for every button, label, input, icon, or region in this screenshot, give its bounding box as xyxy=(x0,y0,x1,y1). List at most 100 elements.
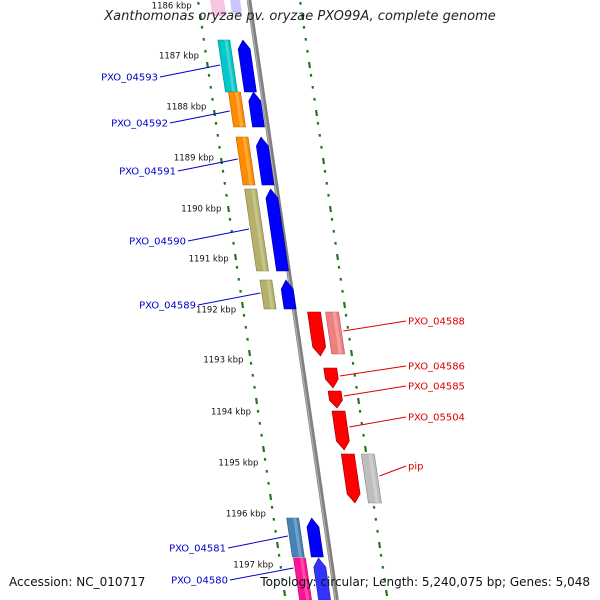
forward-gene-label: PXO_04580 xyxy=(171,567,294,587)
reverse-gene-arrow xyxy=(331,410,350,451)
kbp-label: 1190 kbp xyxy=(181,205,221,215)
gene-label: PXO_04592 xyxy=(111,119,168,130)
forward-gene-arrow xyxy=(313,557,331,600)
leader-line xyxy=(229,567,294,581)
kbp-scale: 1186 kbp 1187 kbp 1188 kbp 1189 kbp 1190 kbp… xyxy=(152,2,274,571)
gene-label: PXO_04585 xyxy=(408,382,465,393)
cog-category-box-shine xyxy=(293,518,302,557)
partial-gene-top xyxy=(210,0,227,16)
tick-mark xyxy=(283,589,287,597)
partial-gene-top xyxy=(230,0,242,16)
kbp-label: 1187 kbp xyxy=(159,52,199,62)
tick-mark xyxy=(212,109,217,117)
forward-gene-arrow xyxy=(237,39,257,93)
tick-mark xyxy=(321,157,326,165)
tick-mark xyxy=(248,349,252,357)
gene-label: PXO_05504 xyxy=(408,413,465,424)
cog-category-box xyxy=(244,188,269,272)
kbp-label: 1197 kbp xyxy=(233,561,273,571)
leader-line xyxy=(339,365,407,377)
gene-label: PXO_04590 xyxy=(129,237,186,248)
tick-mark xyxy=(300,13,305,21)
leader-line xyxy=(187,228,250,242)
tick-mark xyxy=(269,493,273,501)
leader-line xyxy=(343,385,407,397)
tick-mark xyxy=(226,205,231,213)
tick-mark xyxy=(219,157,224,165)
tick-mark xyxy=(343,301,347,309)
tick-mark xyxy=(314,109,319,117)
forward-gene-arrow xyxy=(280,279,297,310)
cog-category-box xyxy=(228,91,246,128)
left-tick-track xyxy=(197,1,287,597)
tick-mark xyxy=(350,349,354,357)
kbp-label: 1188 kbp xyxy=(166,103,206,113)
tick-mark xyxy=(378,541,382,549)
cog-category-box xyxy=(286,517,305,558)
genome-summary-text: Topology: circular; Length: 5,240,075 bp… xyxy=(260,575,590,589)
gene-label: PXO_04586 xyxy=(408,362,465,373)
reverse-gene-label: PXO_04586 xyxy=(339,362,465,377)
kbp-label: 1186 kbp xyxy=(152,2,192,12)
gene-label: PXO_04591 xyxy=(119,167,176,178)
gene-label: PXO_04593 xyxy=(101,73,158,84)
tick-mark xyxy=(276,541,280,549)
reverse-gene-label: PXO_04588 xyxy=(343,317,465,332)
forward-gene-arrow xyxy=(306,517,324,558)
tick-mark xyxy=(385,589,389,597)
accession-text: Accession: NC_010717 xyxy=(9,575,146,589)
reverse-gene-arrow xyxy=(307,311,326,357)
tick-mark xyxy=(241,301,245,309)
cog-category-box xyxy=(293,557,312,600)
kbp-label: 1192 kbp xyxy=(196,306,236,316)
reverse-gene-arrow xyxy=(340,453,361,504)
tick-mark xyxy=(255,397,259,405)
tick-mark xyxy=(307,61,312,69)
gene-label: PXO_04588 xyxy=(408,317,465,328)
cog-category-box xyxy=(235,136,256,186)
gene-label: PXO_04581 xyxy=(169,544,226,555)
cog-category-box-shine xyxy=(300,558,310,600)
forward-gene-arrow xyxy=(256,136,275,186)
tick-mark xyxy=(328,205,333,213)
forward-gene-label: PXO_04591 xyxy=(119,158,238,178)
forward-gene-label: PXO_04589 xyxy=(139,292,261,312)
right-tick-track xyxy=(299,1,389,597)
forward-gene-label: PXO_04581 xyxy=(169,535,288,555)
leader-line xyxy=(159,64,221,78)
tick-mark xyxy=(364,445,368,453)
cog-category-box xyxy=(360,453,382,504)
gene-label: PXO_04580 xyxy=(171,576,228,587)
cog-category-box xyxy=(325,311,346,355)
leader-line xyxy=(349,416,407,428)
leader-line xyxy=(177,158,238,172)
cog-category-box-shine xyxy=(235,92,244,127)
forward-gene-label: PXO_04593 xyxy=(101,64,221,84)
reverse-gene-label: PXO_04585 xyxy=(343,382,465,397)
leader-line xyxy=(197,292,261,306)
tick-mark xyxy=(198,13,203,21)
reverse-gene-arrow xyxy=(327,390,343,409)
cog-category-box xyxy=(259,279,277,310)
forward-gene-arrow xyxy=(265,188,289,272)
cog-category-box-shine xyxy=(368,454,379,503)
gene-label: pip xyxy=(408,462,423,473)
forward-gene-label: PXO_04590 xyxy=(129,228,250,248)
leader-line xyxy=(379,465,407,477)
reverse-gene-label: pip xyxy=(379,462,423,477)
cog-category-box-shine xyxy=(224,40,236,92)
leader-line xyxy=(169,110,230,124)
tick-mark xyxy=(357,397,361,405)
forward-gene-arrow xyxy=(248,91,265,128)
kbp-label: 1193 kbp xyxy=(203,356,243,366)
kbp-label: 1189 kbp xyxy=(174,154,214,164)
cog-category-box-shine xyxy=(251,189,267,271)
reverse-gene-label: PXO_05504 xyxy=(349,413,465,428)
cog-category-box-shine xyxy=(332,312,343,354)
kbp-label: 1194 kbp xyxy=(211,408,251,418)
kbp-label: 1196 kbp xyxy=(226,510,266,520)
tick-mark xyxy=(233,253,238,261)
reverse-gene-arrow xyxy=(323,367,339,389)
